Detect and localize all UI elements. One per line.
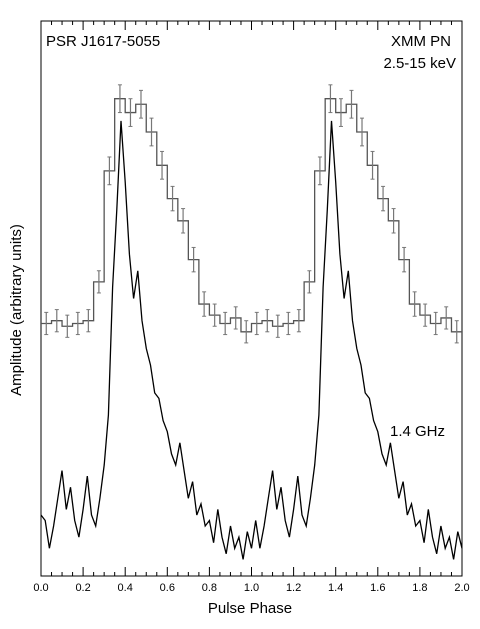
x-tick-label: 1.4 <box>328 582 343 594</box>
plot-frame <box>40 20 463 577</box>
x-tick-label: 0.4 <box>118 582 133 594</box>
radio-profile-series <box>40 120 463 560</box>
radio-band-label: 1.4 GHz <box>390 423 445 440</box>
x-tick-label: 1.6 <box>370 582 385 594</box>
x-axis-label: Pulse Phase <box>208 600 292 617</box>
instrument-label: XMM PN <box>391 33 451 50</box>
xray-histogram-series <box>41 98 462 333</box>
source-name-label: PSR J1617-5055 <box>46 33 160 50</box>
x-tick-label: 1.0 <box>244 582 259 594</box>
energy-band-label: 2.5-15 keV <box>383 55 456 72</box>
x-tick-label: 1.8 <box>412 582 427 594</box>
xray-histogram-line <box>41 98 462 333</box>
x-tick-label: 0.8 <box>202 582 217 594</box>
plot-area-border <box>40 20 463 577</box>
x-tick-label: 0.6 <box>160 582 175 594</box>
x-axis-ticks: 0.0 0.2 0.4 0.6 0.8 1.0 1.2 1.4 1.6 1.8 2.0 <box>33 21 470 594</box>
x-tick-label: 2.0 <box>454 582 469 594</box>
x-tick-label: 0.0 <box>33 582 48 594</box>
xray-error-bars <box>44 84 459 344</box>
x-tick-label: 0.2 <box>75 582 90 594</box>
x-tick-label: 1.2 <box>286 582 301 594</box>
y-axis-label: Amplitude (arbitrary units) <box>8 224 25 396</box>
radio-profile-line <box>40 120 463 560</box>
